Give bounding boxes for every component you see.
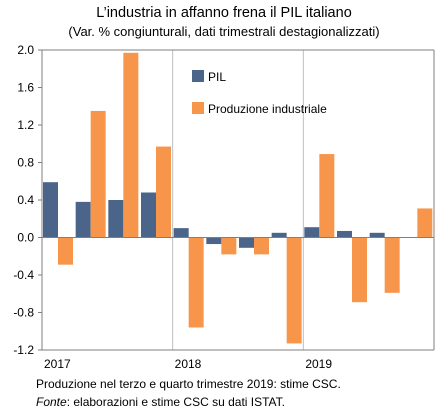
y-tick-label: -1.2 bbox=[13, 343, 34, 357]
chart-note: Produzione nel terzo e quarto trimestre … bbox=[36, 377, 341, 391]
pil-bar-2 bbox=[75, 201, 91, 238]
produzione-bar-11 bbox=[384, 237, 400, 293]
y-tick-label: 2.0 bbox=[17, 43, 34, 57]
produzione-bar-1 bbox=[58, 237, 73, 265]
source-text: : elaborazioni e stime CSC su dati ISTAT… bbox=[66, 395, 285, 409]
legend-label-produzione: Produzione industriale bbox=[208, 102, 327, 116]
produzione-bar-6 bbox=[221, 237, 237, 255]
x-year-label: 2017 bbox=[44, 357, 71, 371]
produzione-bar-10 bbox=[352, 237, 367, 303]
y-tick-label: -0.4 bbox=[13, 268, 34, 282]
pil-bar-11 bbox=[369, 232, 385, 238]
produzione-bar-8 bbox=[286, 237, 302, 344]
source-label: Fonte bbox=[36, 395, 67, 409]
y-tick-label: 1.2 bbox=[17, 118, 34, 132]
axes-layer bbox=[38, 49, 435, 351]
y-tick-label: -0.8 bbox=[13, 306, 34, 320]
labels-layer: -1.2 -0.8 -0.4 0.0 0.4 0.8 1.2 1.6 2.0 2017 2018 20… bbox=[13, 43, 332, 371]
produzione-bar-2 bbox=[90, 110, 106, 238]
chart-title: L’industria in affanno frena il PIL ital… bbox=[96, 5, 352, 21]
pil-bar-4 bbox=[141, 192, 156, 238]
legend-swatch-produzione bbox=[192, 102, 204, 114]
y-tick-label: 0.4 bbox=[17, 193, 34, 207]
pil-bar-10 bbox=[337, 230, 352, 238]
y-tick-label: 0.8 bbox=[17, 156, 34, 170]
produzione-bar-4 bbox=[156, 146, 171, 238]
pil-bar-7 bbox=[239, 237, 254, 248]
produzione-bar-12 bbox=[417, 208, 433, 238]
legend: PIL Produzione industriale bbox=[192, 70, 327, 116]
produzione-bar-9 bbox=[319, 154, 335, 238]
y-tick-label: 0.0 bbox=[17, 231, 34, 245]
produzione-bar-3 bbox=[123, 52, 139, 238]
x-year-label: 2019 bbox=[305, 357, 332, 371]
legend-label-pil: PIL bbox=[208, 70, 226, 84]
pil-bar-8 bbox=[271, 232, 287, 238]
legend-swatch-pil bbox=[192, 70, 204, 82]
pil-bar-5 bbox=[173, 228, 189, 238]
chart-subtitle: (Var. % congiunturali, dati trimestrali … bbox=[68, 24, 380, 39]
produzione-bar-7 bbox=[254, 237, 269, 255]
y-tick-label: 1.6 bbox=[17, 81, 34, 95]
pil-bar-1 bbox=[43, 182, 58, 238]
pil-bar-9 bbox=[304, 227, 320, 238]
pil-bar-3 bbox=[108, 200, 124, 238]
chart-source: Fonte: elaborazioni e stime CSC su dati … bbox=[36, 395, 285, 409]
pil-bar-6 bbox=[206, 237, 222, 245]
bars-layer bbox=[43, 52, 433, 344]
x-year-label: 2018 bbox=[175, 357, 202, 371]
produzione-bar-5 bbox=[188, 237, 204, 328]
